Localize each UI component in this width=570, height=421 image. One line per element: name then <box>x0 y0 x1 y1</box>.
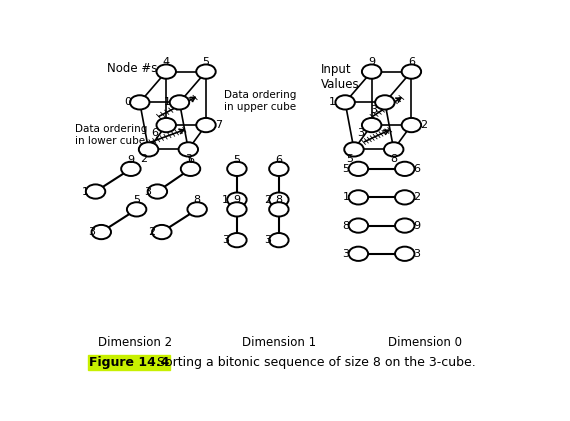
Text: 2: 2 <box>141 154 148 164</box>
Text: 6: 6 <box>187 155 194 165</box>
Circle shape <box>178 142 198 157</box>
Circle shape <box>395 218 414 233</box>
Text: 1: 1 <box>329 97 336 107</box>
Text: 4: 4 <box>162 57 170 67</box>
Circle shape <box>269 192 288 207</box>
Circle shape <box>148 184 167 199</box>
Text: 3: 3 <box>357 128 364 138</box>
Text: 9: 9 <box>414 221 421 231</box>
Circle shape <box>362 64 381 79</box>
Circle shape <box>227 202 247 216</box>
Circle shape <box>188 202 207 216</box>
Text: 9: 9 <box>233 195 241 205</box>
Circle shape <box>170 95 189 109</box>
Text: 3: 3 <box>144 187 151 197</box>
Text: Dimension 1: Dimension 1 <box>242 336 316 349</box>
Text: 1: 1 <box>82 187 89 197</box>
Circle shape <box>92 225 111 239</box>
Circle shape <box>152 225 172 239</box>
Text: . Sorting a bitonic sequence of size 8 on the 3-cube.: . Sorting a bitonic sequence of size 8 o… <box>149 356 475 369</box>
Circle shape <box>349 190 368 205</box>
Circle shape <box>157 118 176 132</box>
Circle shape <box>227 192 247 207</box>
Circle shape <box>384 142 404 157</box>
Text: 5: 5 <box>343 164 349 174</box>
Circle shape <box>130 95 149 109</box>
Text: Input
Values: Input Values <box>321 64 360 91</box>
Text: Figure 14.4: Figure 14.4 <box>89 356 169 369</box>
Circle shape <box>227 233 247 247</box>
Circle shape <box>395 190 414 205</box>
Text: 1: 1 <box>343 192 349 203</box>
Text: 3: 3 <box>343 249 349 259</box>
Text: Dimension 0: Dimension 0 <box>388 336 462 349</box>
Circle shape <box>121 162 141 176</box>
Text: 2: 2 <box>264 195 271 205</box>
Circle shape <box>344 142 364 157</box>
Text: 1: 1 <box>222 195 229 205</box>
Text: Node #s: Node #s <box>107 62 157 75</box>
Text: 2: 2 <box>149 227 156 237</box>
Circle shape <box>402 64 421 79</box>
Circle shape <box>196 64 215 79</box>
Text: 3: 3 <box>414 249 421 259</box>
Circle shape <box>269 162 288 176</box>
Text: Data ordering
in upper cube: Data ordering in upper cube <box>223 90 296 112</box>
Circle shape <box>86 184 105 199</box>
Text: 6: 6 <box>414 164 421 174</box>
Text: Data ordering
in lower cube: Data ordering in lower cube <box>75 124 147 146</box>
Text: 3: 3 <box>185 154 192 164</box>
Circle shape <box>269 202 288 216</box>
Circle shape <box>139 142 158 157</box>
Text: 7: 7 <box>215 120 222 130</box>
Text: 3: 3 <box>264 235 271 245</box>
Circle shape <box>157 64 176 79</box>
Text: 6: 6 <box>152 128 158 138</box>
Text: 8: 8 <box>194 195 201 205</box>
Circle shape <box>375 95 394 109</box>
Circle shape <box>335 95 355 109</box>
Circle shape <box>127 202 146 216</box>
Circle shape <box>349 162 368 176</box>
Circle shape <box>362 118 381 132</box>
Text: 3: 3 <box>370 106 377 115</box>
Text: 9: 9 <box>127 155 135 165</box>
Text: 2: 2 <box>414 192 421 203</box>
Text: 6: 6 <box>408 57 415 67</box>
Text: 8: 8 <box>343 221 349 231</box>
Circle shape <box>227 162 247 176</box>
Text: 5: 5 <box>233 155 241 165</box>
Circle shape <box>395 247 414 261</box>
Text: 9: 9 <box>368 57 375 67</box>
Circle shape <box>402 118 421 132</box>
Circle shape <box>196 118 215 132</box>
Text: 5: 5 <box>133 195 140 205</box>
Text: 5: 5 <box>346 154 353 164</box>
Text: 0: 0 <box>124 97 131 107</box>
Text: 8: 8 <box>275 195 283 205</box>
Text: 6: 6 <box>275 155 282 165</box>
Text: 3: 3 <box>88 227 95 237</box>
Text: 8: 8 <box>390 154 397 164</box>
Circle shape <box>269 233 288 247</box>
Text: 1: 1 <box>164 97 170 107</box>
Circle shape <box>181 162 200 176</box>
Text: 3: 3 <box>222 235 229 245</box>
Circle shape <box>349 218 368 233</box>
Text: Dimension 2: Dimension 2 <box>98 336 172 349</box>
Text: 5: 5 <box>202 57 210 67</box>
Text: 2: 2 <box>420 120 428 130</box>
Circle shape <box>395 162 414 176</box>
Circle shape <box>349 247 368 261</box>
